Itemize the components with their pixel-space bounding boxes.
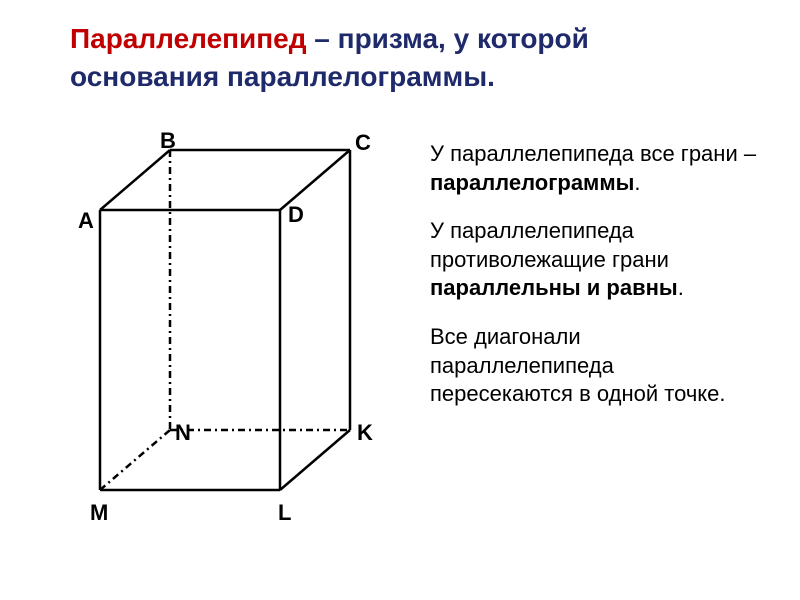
title-block: Параллелепипед – призма, у которой основ… [70,20,730,96]
title-rest-2: основания параллелограммы. [70,61,495,92]
edge-LK [280,430,350,490]
vertex-label-C: C [355,130,371,156]
p2a: У параллелепипеда противолежащие грани [430,218,669,272]
parallelepiped-diagram: A B C D M N K L [60,120,410,540]
para-1: У параллелепипеда все грани – параллелог… [430,140,760,197]
p2c: . [678,275,684,300]
edge-CD [280,150,350,210]
p1a: У параллелепипеда все грани – [430,141,756,166]
p1c: . [634,170,640,195]
vertex-label-B: B [160,128,176,154]
vertex-label-A: A [78,208,94,234]
p1b: параллелограммы [430,170,634,195]
vertex-label-K: K [357,420,373,446]
diagram-svg [60,120,410,540]
vertex-label-D: D [288,202,304,228]
vertex-label-N: N [175,420,191,446]
edge-MN [100,430,170,490]
para-3: Все диагонали параллелепипеда пересекают… [430,323,760,409]
edge-AB [100,150,170,210]
vertex-label-M: M [90,500,108,526]
title-line-1: Параллелепипед – призма, у которой [70,20,730,58]
title-line-2: основания параллелограммы. [70,58,730,96]
p3a: Все диагонали параллелепипеда пересекают… [430,324,726,406]
vertex-label-L: L [278,500,291,526]
p2b: параллельны и равны [430,275,678,300]
properties-text: У параллелепипеда все грани – параллелог… [430,140,760,429]
title-rest-1: – призма, у которой [307,23,589,54]
title-term: Параллелепипед [70,23,307,54]
para-2: У параллелепипеда противолежащие грани п… [430,217,760,303]
